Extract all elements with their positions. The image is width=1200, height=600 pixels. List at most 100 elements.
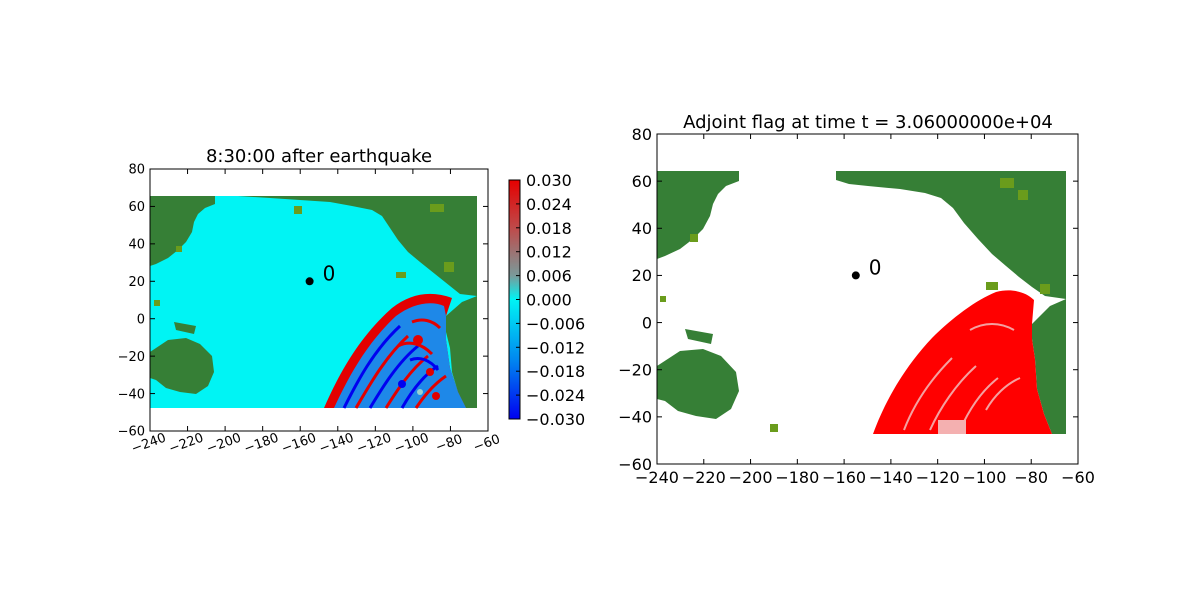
x-tick-label: −60: [1061, 468, 1095, 487]
y-tick-label: −20: [618, 360, 652, 379]
flag-gap: [903, 357, 953, 431]
y-tick-label: 80: [632, 125, 652, 144]
x-tick-label: −120: [916, 468, 960, 487]
wave-blob: [432, 392, 440, 400]
gauge-point-marker: [851, 271, 860, 280]
flag-chart: Adjoint flag at time t = 3.06000000e+04: [618, 112, 1095, 487]
wave-front-interior: [334, 303, 466, 408]
flag-land-coastal-cells: [660, 178, 1050, 432]
x-tick-label: −60: [471, 432, 502, 455]
x-tick-label: −180: [775, 468, 819, 487]
wave-chart: 8:30:00 after earthquake: [118, 146, 586, 457]
x-tick-label: −200: [729, 468, 773, 487]
colorbar-tick-label: 0.012: [526, 243, 572, 262]
y-tick-label: 60: [632, 172, 652, 191]
flag-plot-area: [657, 171, 1066, 434]
colorbar-tick-label: 0.030: [526, 171, 572, 190]
colorbar: 0.030 0.024 0.018 0.012 0.006 0.000 −0.006 −0.0…: [508, 171, 585, 429]
y-tick-label: −60: [618, 455, 652, 474]
wave-ripple: [354, 334, 410, 409]
y-tick-label: −20: [118, 350, 145, 365]
flag-axes-frame: [656, 133, 1079, 465]
wave-blob: [417, 389, 423, 395]
wave-ripple: [411, 318, 442, 330]
flag-gap: [929, 365, 977, 431]
y-tick-label: 20: [128, 275, 145, 290]
land-north-america: [238, 196, 477, 296]
x-tick-label: −100: [962, 468, 1006, 487]
wave-ripples: [342, 318, 447, 409]
y-tick-label: 40: [632, 219, 652, 238]
y-tick-label: 40: [128, 238, 145, 253]
x-tick-label: −200: [205, 431, 244, 457]
y-tick-label: 0: [137, 312, 145, 327]
x-tick-label: −220: [682, 468, 726, 487]
land-asia: [150, 196, 215, 266]
wave-chart-title: 8:30:00 after earthquake: [206, 146, 432, 167]
wave-blob: [413, 335, 423, 345]
land-south-america: [446, 296, 477, 408]
flag-land-coastal-cell: [986, 282, 998, 290]
y-tick-label: 80: [128, 163, 145, 178]
colorbar-tick-label: 0.018: [526, 219, 572, 238]
land-coastal-cells: [154, 204, 454, 306]
flag-gap-patch: [938, 420, 966, 434]
land-coastal-cell: [294, 206, 302, 214]
colorbar-tick-label: −0.024: [526, 386, 585, 405]
flag-gap: [969, 323, 1015, 331]
colorbar-tick-label: 0.006: [526, 267, 572, 286]
y-tick-label: −60: [118, 425, 145, 440]
wave-ripple: [409, 356, 440, 371]
x-tick-label: −160: [280, 431, 319, 457]
land-coastal-cell: [396, 272, 406, 278]
flag-land-north-america: [836, 171, 1066, 299]
x-tick-label: −80: [1014, 468, 1048, 487]
flag-gap: [985, 377, 1021, 411]
wave-ripple: [400, 364, 439, 409]
colorbar-tick-label: −0.018: [526, 362, 585, 381]
colorbar-tick-label: −0.006: [526, 314, 585, 333]
wave-blob: [426, 368, 434, 376]
wave-axes-frame: [149, 168, 489, 432]
y-tick-label: −40: [118, 387, 145, 402]
land-australia: [150, 338, 214, 394]
x-tick-label: −80: [434, 432, 465, 455]
flag-land-masses: [657, 171, 1066, 434]
x-tick-label: −120: [355, 431, 394, 457]
flag-land-coastal-cell: [1000, 178, 1014, 188]
x-tick-label: −140: [317, 431, 356, 457]
x-tick-label: −240: [635, 468, 679, 487]
wave-ripple: [414, 374, 447, 409]
flag-land-coastal-cell: [660, 296, 666, 302]
y-tick-label: 0: [642, 313, 652, 332]
flag-land-coastal-cell: [690, 234, 698, 242]
flag-land-australia: [657, 349, 739, 419]
flag-land-south-america: [1032, 299, 1066, 434]
flag-region-fill: [873, 290, 1052, 434]
y-tick-label: −40: [618, 408, 652, 427]
x-tick-label: −220: [167, 431, 206, 457]
land-coastal-cell: [176, 246, 182, 252]
wave-ripple: [368, 344, 419, 409]
land-coastal-cell: [444, 262, 454, 272]
colorbar-tick-label: −0.030: [526, 410, 585, 429]
gauge-point-label: 0: [869, 255, 882, 279]
colorbar-tick-label: 0.000: [526, 291, 572, 310]
land-coastal-cell: [430, 204, 444, 212]
x-tick-label: −100: [392, 431, 431, 457]
flag-land-island-1: [685, 329, 713, 344]
flag-land-coastal-cell: [1040, 284, 1050, 294]
land-masses: [150, 196, 477, 408]
land-coastal-cell: [154, 300, 160, 306]
gauge-point-marker: [305, 277, 314, 286]
colorbar-tick-label: 0.024: [526, 195, 572, 214]
wave-ripple: [342, 324, 402, 409]
flag-land-coastal-cell: [1018, 190, 1028, 200]
wave-point: 0: [305, 261, 335, 286]
wave-plot-area: [150, 196, 477, 409]
colorbar-tick-label: −0.012: [526, 338, 585, 357]
flag-chart-title: Adjoint flag at time t = 3.06000000e+04: [683, 112, 1053, 133]
flag-ticks: −240 −220 −200 −180 −160 −140 −120 −100 −80 −60−6…: [618, 125, 1095, 487]
flag-region: [873, 290, 1052, 434]
